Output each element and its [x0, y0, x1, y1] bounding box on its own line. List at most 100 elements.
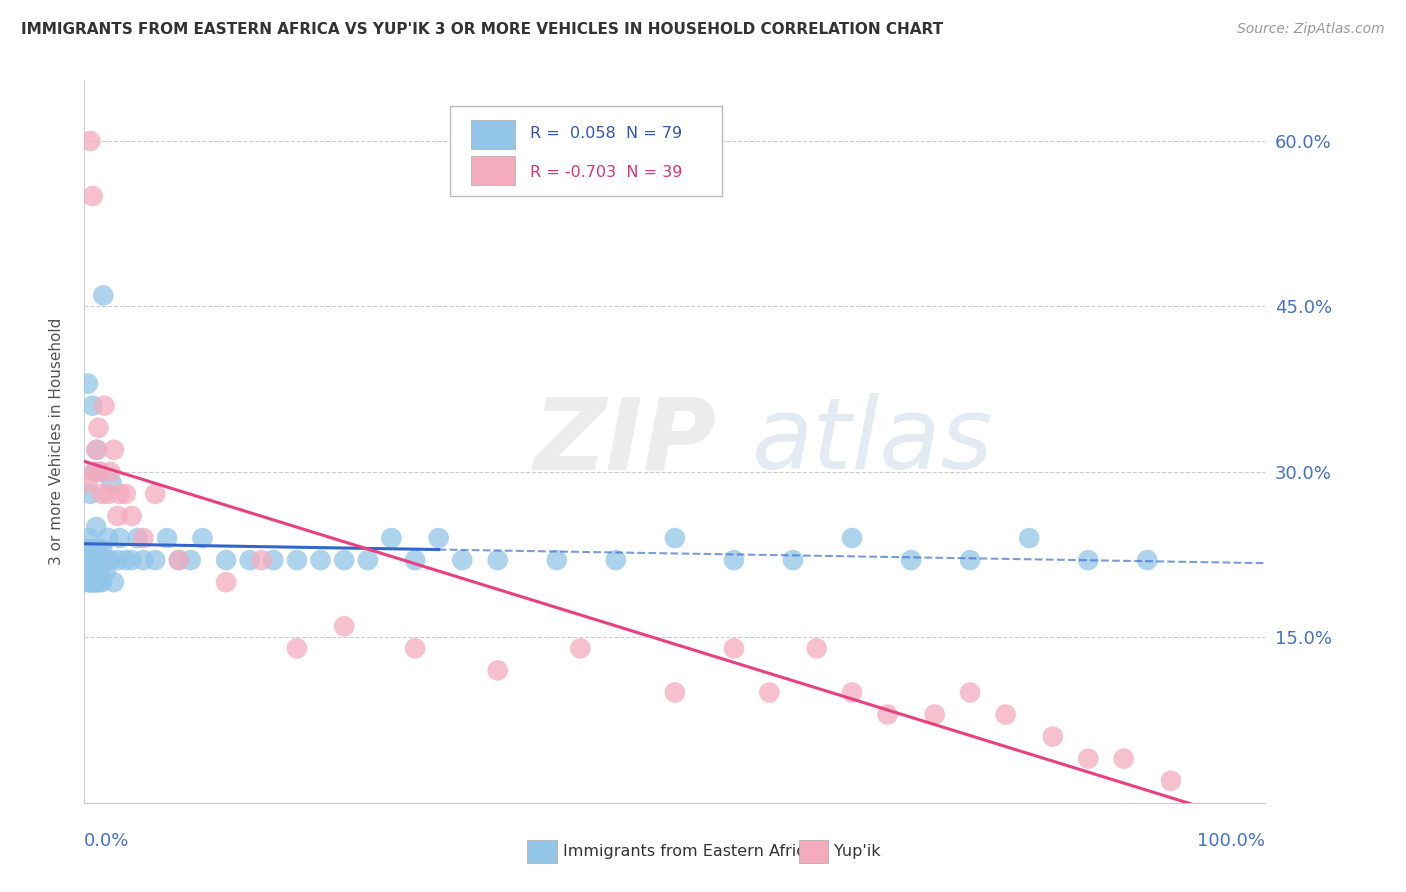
Point	[84, 553, 107, 567]
Point	[103, 575, 125, 590]
Point	[87, 421, 110, 435]
Point	[486, 664, 509, 678]
Point	[98, 465, 121, 479]
Point	[451, 553, 474, 567]
Point	[80, 542, 103, 557]
Text: Immigrants from Eastern Africa: Immigrants from Eastern Africa	[562, 844, 814, 859]
Point	[84, 553, 107, 567]
Point	[84, 465, 107, 479]
Point	[841, 531, 863, 545]
Point	[427, 531, 450, 545]
Point	[1077, 752, 1099, 766]
Point	[486, 553, 509, 567]
Point	[77, 475, 100, 490]
Point	[103, 442, 125, 457]
FancyBboxPatch shape	[527, 839, 557, 863]
Point	[97, 487, 120, 501]
Point	[89, 564, 111, 578]
Point	[84, 575, 107, 590]
Text: Source: ZipAtlas.com: Source: ZipAtlas.com	[1237, 22, 1385, 37]
Point	[97, 553, 120, 567]
Point	[380, 531, 402, 545]
FancyBboxPatch shape	[471, 120, 516, 149]
Point	[132, 531, 155, 545]
Text: R =  0.058  N = 79: R = 0.058 N = 79	[530, 126, 682, 141]
Point	[404, 641, 426, 656]
Point	[82, 189, 104, 203]
Point	[83, 564, 105, 578]
Point	[86, 564, 108, 578]
Point	[91, 288, 114, 302]
Point	[79, 575, 101, 590]
Point	[87, 575, 110, 590]
Point	[1112, 752, 1135, 766]
Point	[91, 553, 114, 567]
Point	[93, 399, 115, 413]
Point	[994, 707, 1017, 722]
Point	[94, 564, 117, 578]
Point	[167, 553, 190, 567]
Point	[127, 531, 149, 545]
Point	[79, 487, 101, 501]
Point	[98, 553, 121, 567]
Point	[806, 641, 828, 656]
Point	[97, 531, 120, 545]
Point	[215, 575, 238, 590]
FancyBboxPatch shape	[450, 105, 723, 196]
Point	[191, 531, 214, 545]
Point	[84, 575, 107, 590]
Point	[1136, 553, 1159, 567]
Point	[77, 542, 100, 557]
Point	[82, 575, 104, 590]
Point	[114, 553, 136, 567]
Point	[77, 553, 100, 567]
Point	[80, 564, 103, 578]
Point	[876, 707, 898, 722]
Text: R = -0.703  N = 39: R = -0.703 N = 39	[530, 164, 682, 179]
Point	[114, 487, 136, 501]
Point	[664, 531, 686, 545]
Point	[79, 134, 101, 148]
Point	[77, 575, 100, 590]
Point	[89, 465, 111, 479]
Point	[285, 641, 308, 656]
Point	[1018, 531, 1040, 545]
Text: Yup'ik: Yup'ik	[834, 844, 882, 859]
Point	[77, 564, 100, 578]
Point	[239, 553, 262, 567]
Point	[959, 553, 981, 567]
Point	[83, 575, 105, 590]
Point	[121, 553, 143, 567]
Point	[758, 685, 780, 699]
Point	[79, 553, 101, 567]
Point	[84, 442, 107, 457]
Point	[79, 542, 101, 557]
Point	[180, 553, 202, 567]
Point	[167, 553, 190, 567]
Point	[100, 475, 122, 490]
Point	[90, 553, 112, 567]
Point	[91, 542, 114, 557]
Point	[309, 553, 332, 567]
Point	[664, 685, 686, 699]
Point	[77, 531, 100, 545]
Point	[87, 553, 110, 567]
Point	[82, 399, 104, 413]
Point	[80, 575, 103, 590]
Point	[1160, 773, 1182, 788]
Point	[84, 520, 107, 534]
Point	[143, 487, 166, 501]
Point	[91, 487, 114, 501]
Y-axis label: 3 or more Vehicles in Household: 3 or more Vehicles in Household	[49, 318, 63, 566]
Point	[132, 553, 155, 567]
Point	[959, 685, 981, 699]
Point	[215, 553, 238, 567]
Point	[262, 553, 284, 567]
Text: atlas: atlas	[752, 393, 993, 490]
Text: 100.0%: 100.0%	[1198, 831, 1265, 850]
Point	[83, 465, 105, 479]
Point	[546, 553, 568, 567]
Point	[108, 487, 131, 501]
Point	[605, 553, 627, 567]
Point	[86, 442, 108, 457]
